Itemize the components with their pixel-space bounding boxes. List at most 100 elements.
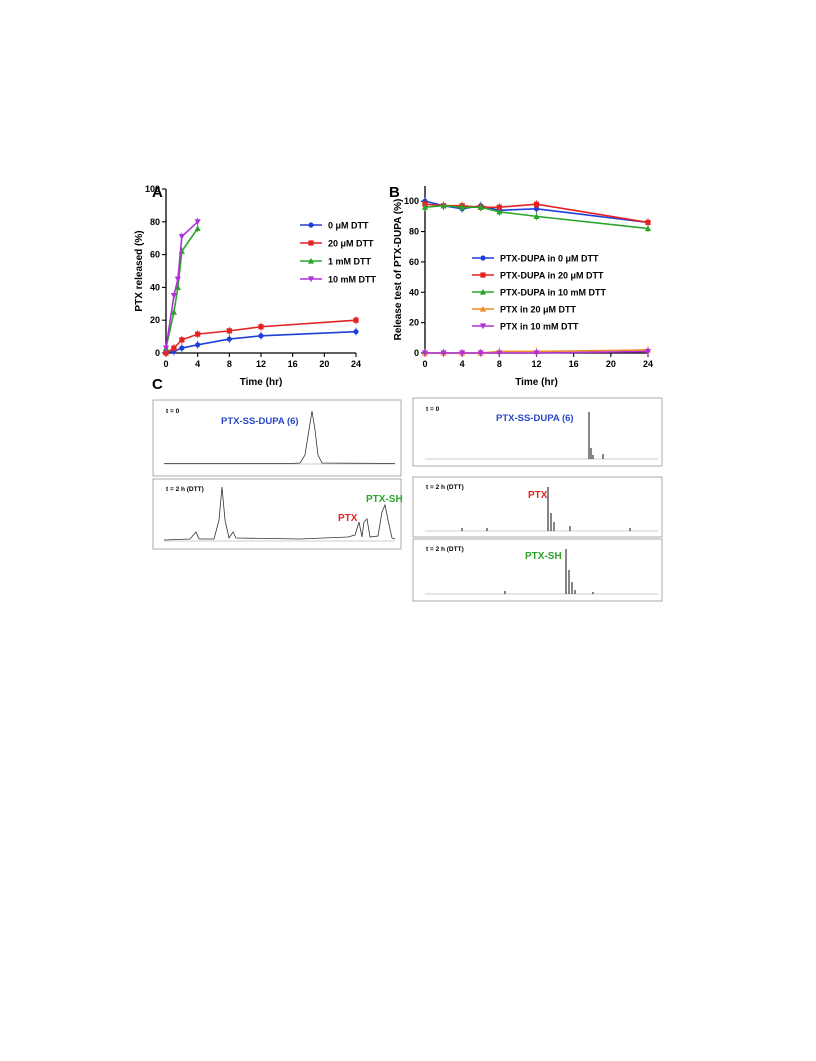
- data-point: [170, 308, 178, 315]
- data-point: [459, 350, 466, 357]
- ms-t0-time-label: t = 0: [426, 406, 440, 413]
- data-point: [162, 345, 170, 352]
- x-tick-label: 8: [497, 359, 502, 369]
- hplc-t0-trace: [164, 410, 396, 464]
- y-tick-label: 20: [150, 315, 160, 325]
- ms-t0-annotation: PTX-SS-DUPA (6): [496, 413, 574, 424]
- y-tick-label: 100: [404, 196, 419, 206]
- y-tick-label: 0: [414, 348, 419, 358]
- hplc-t2-ptxsh-annotation: PTX-SH: [366, 494, 403, 505]
- data-point: [421, 350, 429, 357]
- data-point: [533, 206, 540, 212]
- data-point: [226, 336, 232, 342]
- x-tick-label: 8: [227, 359, 232, 369]
- x-tick-label: 4: [460, 359, 465, 369]
- y-tick-label: 60: [409, 257, 419, 267]
- legend-label: PTX-DUPA in 0 μM DTT: [500, 254, 599, 264]
- x-tick-label: 4: [195, 359, 200, 369]
- data-point: [195, 342, 201, 348]
- ms-t2-ptxsh-time-label: t = 2 h (DTT): [426, 546, 464, 553]
- hplc-t2-time-label: t = 2 h (DTT): [166, 486, 204, 493]
- y-tick-label: 20: [409, 318, 419, 328]
- data-point: [477, 350, 484, 357]
- chart-b: 0 4 8 12 16 20 24 0 20 40 60 80 100 Time (hr) Release …: [393, 186, 653, 388]
- legend-label: 20 μM DTT: [328, 239, 374, 249]
- legend-marker: [308, 240, 314, 246]
- ms-t2-ptx-time-label: t = 2 h (DTT): [426, 484, 464, 491]
- data-point: [645, 219, 651, 226]
- y-tick-label: 0: [155, 348, 160, 358]
- data-point: [496, 350, 503, 357]
- data-point: [477, 204, 484, 210]
- hplc-t0-annotation: PTX-SS-DUPA (6): [221, 416, 299, 427]
- panel-label-c: C: [152, 376, 163, 393]
- x-tick-label: 16: [569, 359, 579, 369]
- x-tick-label: 24: [351, 359, 361, 369]
- data-point: [496, 208, 503, 215]
- legend-label: 10 mM DTT: [328, 275, 377, 285]
- x-tick-label: 12: [531, 359, 541, 369]
- legend-marker: [480, 255, 486, 261]
- hplc-t2-trace: [163, 486, 396, 541]
- y-tick-label: 100: [145, 184, 160, 194]
- series-line: [165, 227, 199, 349]
- data-point: [533, 213, 540, 219]
- ms-t2-ptx-annotation: PTX: [528, 490, 548, 501]
- legend-marker: [307, 257, 315, 264]
- ms-t2-ptxsh-peaks: [504, 549, 594, 594]
- data-point: [353, 329, 359, 335]
- y-tick-label: 40: [150, 282, 160, 292]
- y-axis-label: PTX released (%): [134, 230, 145, 311]
- hplc-t2-panel: t = 2 h (DTT) PTX PTX-SH: [152, 478, 403, 550]
- panel-label-a: A: [152, 184, 163, 201]
- hplc-t0-time-label: t = 0: [166, 408, 180, 415]
- hplc-t2-frame: [152, 478, 402, 550]
- x-tick-label: 24: [643, 359, 653, 369]
- y-tick-label: 60: [150, 250, 160, 260]
- legend-marker: [479, 305, 487, 312]
- x-axis-label: Time (hr): [240, 377, 283, 388]
- data-point: [178, 233, 185, 240]
- data-point: [440, 202, 447, 209]
- ms-t2-ptxsh-frame: [412, 538, 663, 602]
- legend-label: PTX in 10 mM DTT: [500, 322, 579, 332]
- legend-marker: [308, 222, 314, 228]
- data-point: [174, 276, 181, 283]
- data-point: [179, 337, 185, 343]
- ms-t2-ptx-panel: t = 2 h (DTT) PTX: [412, 476, 663, 538]
- legend-label: 1 mM DTT: [328, 257, 372, 267]
- panel-label-b: B: [389, 184, 400, 201]
- legend-marker: [480, 272, 486, 278]
- hplc-t0-frame: [152, 399, 402, 477]
- ms-t2-ptxsh-annotation: PTX-SH: [525, 551, 562, 562]
- x-tick-label: 16: [288, 359, 298, 369]
- ms-t0-frame: [412, 397, 663, 467]
- data-point: [440, 350, 447, 357]
- legend-marker: [479, 323, 487, 330]
- data-point: [533, 201, 540, 207]
- ms-t0-panel: t = 0 PTX-SS-DUPA (6): [412, 397, 663, 467]
- data-point: [421, 204, 429, 210]
- data-point: [644, 225, 652, 232]
- data-point: [258, 333, 264, 339]
- data-point: [353, 317, 359, 323]
- data-point: [171, 345, 177, 351]
- legend-label: PTX in 20 μM DTT: [500, 305, 577, 315]
- data-point: [194, 219, 201, 225]
- data-point: [195, 331, 201, 337]
- y-tick-label: 80: [409, 227, 419, 237]
- y-axis-label: Release test of PTX-DUPA (%): [393, 199, 404, 341]
- x-tick-label: 20: [319, 359, 329, 369]
- x-tick-label: 0: [163, 359, 168, 369]
- data-point: [459, 204, 466, 210]
- data-point: [194, 225, 201, 231]
- data-point: [258, 324, 264, 330]
- data-point: [496, 204, 502, 210]
- legend-label: PTX-DUPA in 10 mM DTT: [500, 288, 607, 298]
- chart-a: 0 4 8 12 16 20 24 0 20 40 60 80 100 Time (hr) PTX rele…: [134, 184, 377, 388]
- x-tick-label: 12: [256, 359, 266, 369]
- data-point: [226, 328, 232, 334]
- ms-t0-peaks: [588, 412, 604, 459]
